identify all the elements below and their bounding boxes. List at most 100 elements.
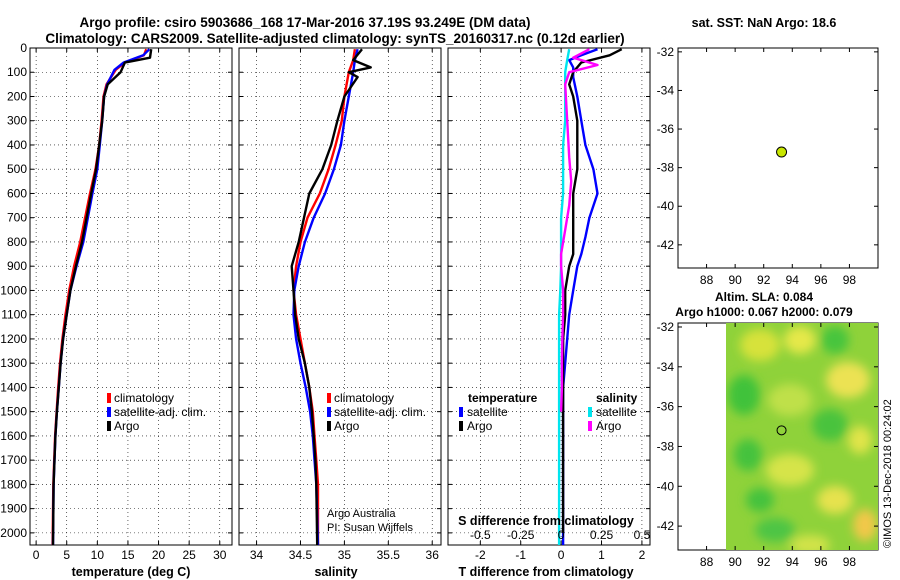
legend-swatch-argo [107, 421, 111, 431]
difference-panel: -2 -1 0 1 2 -0.5 -0.25 0 0.25 0.5 S difference fr… [447, 47, 651, 579]
legend-label-sal-argo: Argo [596, 419, 622, 433]
series-line-salinity-argo [559, 48, 599, 412]
map-ytick-label: -38 [657, 439, 675, 453]
sla-blob [755, 518, 795, 542]
sla-map-title-2: Argo h1000: 0.067 h2000: 0.079 [675, 305, 853, 319]
ytick-label: 900 [7, 259, 27, 273]
xtick-label: 10 [91, 548, 105, 562]
salinity-series [290, 48, 372, 546]
legend-swatch-satellite-adj [327, 407, 331, 417]
ytick-label: 0 [20, 41, 27, 55]
difference-axes-frame [447, 47, 651, 546]
xtick-label: 5 [63, 548, 70, 562]
ytick-label: 1600 [0, 429, 27, 443]
sst-map: sat. SST: NaN Argo: 18.6 88 90 92 94 96 98 -32… [657, 16, 879, 287]
salinity-xlabel: salinity [314, 565, 357, 579]
sst-map-frame [677, 47, 879, 269]
legend-label-satellite-adj: satellite-adj. clim. [114, 405, 206, 419]
xtick-label: 20 [152, 548, 166, 562]
stick-label: 0.25 [590, 528, 614, 542]
xtick-label: 35.5 [377, 548, 401, 562]
sst-map-title: sat. SST: NaN Argo: 18.6 [692, 16, 837, 30]
legend-label-temp-argo: Argo [467, 419, 493, 433]
sla-blob [848, 426, 872, 454]
temperature-axes-frame [29, 47, 233, 546]
legend-swatch-climatology [327, 393, 331, 403]
sla-map-points [776, 425, 787, 436]
difference-ticks: -2 -1 0 1 2 -0.5 -0.25 0 0.25 0.5 [448, 47, 651, 562]
ytick-label: 200 [7, 89, 27, 103]
legend-title-salinity: salinity [596, 391, 638, 405]
ytick-label: 800 [7, 235, 27, 249]
salinity-axes-frame [238, 47, 442, 546]
stick-label: -0.5 [470, 528, 491, 542]
map-ytick-label: -42 [657, 238, 675, 252]
difference-grid [448, 47, 650, 545]
map-xtick-label: 98 [843, 555, 857, 569]
title-line-1: Argo profile: csiro 5903686_168 17-Mar-2… [80, 15, 531, 30]
map-xtick-label: 96 [814, 273, 828, 287]
legend-swatch-argo [327, 421, 331, 431]
sla-blob [812, 409, 848, 441]
sla-blob [728, 375, 760, 415]
map-xtick-label: 88 [700, 273, 714, 287]
imos-credit: ©IMOS 13-Dec-2018 00:24:02 [882, 399, 894, 548]
sla-blob [817, 486, 853, 514]
legend-label-sal-satellite: satellite [596, 405, 637, 419]
argo-location-marker [776, 425, 787, 436]
ytick-label: 1400 [0, 380, 27, 394]
xtick-label: 0 [558, 548, 565, 562]
xtick-label: 35 [338, 548, 352, 562]
series-line-temperature-argo [561, 48, 623, 533]
ytick-label: 1000 [0, 283, 27, 297]
temperature-xlabel: temperature (deg C) [72, 565, 191, 579]
sla-blob [746, 488, 774, 512]
legend-swatch-satellite-adj [107, 407, 111, 417]
map-ytick-label: -32 [657, 45, 675, 59]
legend-label-argo: Argo [334, 419, 360, 433]
legend-title-temperature: temperature [468, 391, 538, 405]
map-xtick-label: 92 [757, 555, 771, 569]
map-ytick-label: -42 [657, 519, 675, 533]
map-xtick-label: 96 [814, 555, 828, 569]
sla-heatmap [726, 323, 878, 550]
legend-swatch-temp-satellite [459, 407, 463, 417]
map-ytick-label: -34 [657, 360, 675, 374]
salinity-legend: climatology satellite-adj. clim. Argo [327, 391, 426, 433]
sst-map-points [776, 146, 788, 158]
map-ytick-label: -36 [657, 122, 675, 136]
sla-map-ticks: 88 90 92 94 96 98 -32 -34 -36 -38 -40 -42 [657, 320, 878, 569]
map-ytick-label: -38 [657, 161, 675, 175]
legend-label-argo: Argo [114, 419, 140, 433]
ytick-label: 500 [7, 162, 27, 176]
temperature-legend: climatology satellite-adj. clim. Argo [107, 391, 206, 433]
ytick-label: 1800 [0, 477, 27, 491]
ytick-label: 1500 [0, 405, 27, 419]
temperature-series [51, 48, 153, 546]
title-line-2: Climatology: CARS2009. Satellite-adjuste… [45, 31, 624, 46]
legend-label-satellite-adj: satellite-adj. clim. [334, 405, 426, 419]
xtick-label: 2 [639, 548, 646, 562]
xtick-label: 15 [121, 548, 135, 562]
sla-heatmap-blobs [728, 326, 877, 550]
map-xtick-label: 88 [700, 555, 714, 569]
sla-blob [821, 326, 849, 354]
map-ytick-label: -40 [657, 199, 675, 213]
difference-legend-salinity: salinity satellite Argo [588, 391, 638, 433]
ytick-label: 400 [7, 138, 27, 152]
credit-argo-australia: Argo Australia [327, 508, 396, 520]
map-xtick-label: 98 [843, 273, 857, 287]
salinity-ticks: 34 34.5 35 35.5 36 [239, 47, 441, 562]
legend-swatch-sal-argo [588, 421, 592, 431]
stick-label: 0.5 [634, 528, 651, 542]
xtick-label: -1 [515, 548, 526, 562]
series-line-salinity-satellite [557, 48, 571, 545]
legend-label-climatology: climatology [334, 391, 394, 405]
legend-swatch-sal-satellite [588, 407, 592, 417]
legend-swatch-temp-argo [459, 421, 463, 431]
series-line-argo [290, 48, 372, 546]
temperature-grid [30, 47, 232, 545]
map-ytick-label: -34 [657, 83, 675, 97]
difference-series [557, 48, 623, 545]
